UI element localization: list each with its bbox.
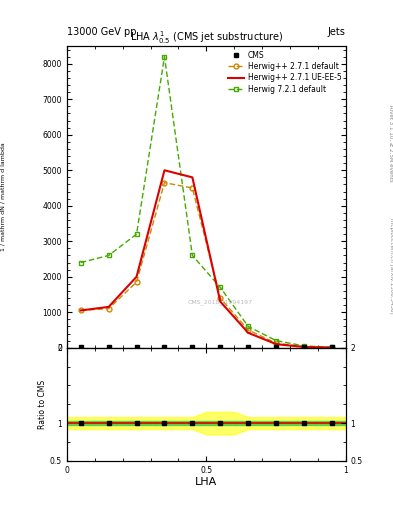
Text: Rivet 3.1.10, ≥ 2.5M events: Rivet 3.1.10, ≥ 2.5M events: [389, 105, 393, 182]
Y-axis label: Ratio to CMS: Ratio to CMS: [38, 380, 47, 429]
Y-axis label: $\frac{1}{\mathrm{d}N}\,\frac{\mathrm{d}N}{\mathrm{d}\lambda}$: $\frac{1}{\mathrm{d}N}\,\frac{\mathrm{d}…: [0, 185, 4, 209]
Legend: CMS, Herwig++ 2.7.1 default, Herwig++ 2.7.1 UE-EE-5, Herwig 7.2.1 default: CMS, Herwig++ 2.7.1 default, Herwig++ 2.…: [224, 48, 344, 97]
Text: 13000 GeV pp: 13000 GeV pp: [67, 27, 136, 37]
Text: CMS_2018_I1994197: CMS_2018_I1994197: [188, 300, 253, 305]
X-axis label: LHA: LHA: [195, 477, 217, 487]
Title: LHA $\lambda^{1}_{0.5}$ (CMS jet substructure): LHA $\lambda^{1}_{0.5}$ (CMS jet substru…: [130, 29, 283, 46]
Text: 1 / mathrm dN / mathrm d lambda: 1 / mathrm dN / mathrm d lambda: [0, 142, 5, 251]
Text: Jets: Jets: [328, 27, 346, 37]
Text: mcplots.cern.ch [arXiv:1306.3436]: mcplots.cern.ch [arXiv:1306.3436]: [389, 219, 393, 314]
